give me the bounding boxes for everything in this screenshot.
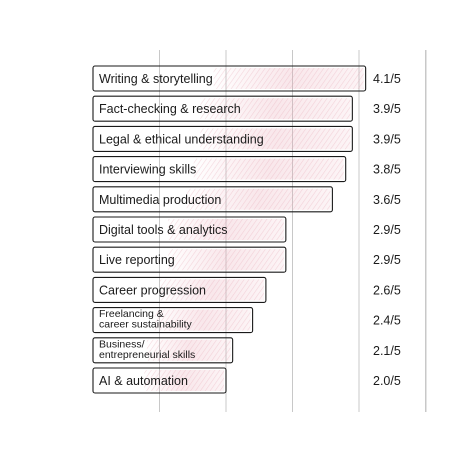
bar bbox=[92, 65, 367, 92]
bar bbox=[92, 307, 254, 334]
bar-accent-glow bbox=[200, 128, 351, 150]
bar-label: Interviewing skills bbox=[99, 163, 196, 177]
bar-accent-glow bbox=[168, 249, 284, 271]
value-label: 2.9/5 bbox=[373, 253, 401, 267]
bar-label: Business/ bbox=[99, 338, 145, 350]
value-label: 4.1/5 bbox=[373, 72, 401, 86]
bar-accent-glow bbox=[144, 370, 224, 391]
bar-label: career sustainability bbox=[99, 319, 193, 331]
bar-row: Fact-checking & research bbox=[92, 95, 353, 122]
bar-accent-glow bbox=[160, 279, 264, 301]
bar-label: Digital tools & analytics bbox=[99, 223, 228, 237]
bar bbox=[92, 156, 347, 183]
bar-row: AI & automation bbox=[92, 367, 227, 394]
value-label: 2.6/5 bbox=[373, 283, 401, 297]
bar bbox=[92, 367, 227, 394]
value-label: 3.9/5 bbox=[373, 102, 401, 116]
bar-row: Career progression bbox=[92, 276, 267, 303]
bar bbox=[92, 125, 353, 152]
bar bbox=[92, 337, 234, 364]
bar bbox=[92, 216, 287, 243]
bar-row: Interviewing skills bbox=[92, 156, 347, 183]
value-label: 3.6/5 bbox=[373, 193, 401, 207]
bar bbox=[92, 95, 353, 122]
bar-accent-glow bbox=[146, 339, 231, 361]
value-label: 3.9/5 bbox=[373, 132, 401, 146]
bar-label: AI & automation bbox=[99, 374, 188, 388]
bar-row: Freelancing &career sustainability bbox=[92, 307, 254, 334]
bar-row: Digital tools & analytics bbox=[92, 216, 287, 243]
bar-accent-glow bbox=[200, 98, 351, 120]
bars: Writing & storytelling Fact-checking & re… bbox=[92, 65, 367, 394]
value-labels: 4.1/5 3.9/5 3.9/5 3.8/5 3.6/5 2.9/5 2.9/5 2.6/5… bbox=[373, 72, 401, 388]
bar-accent-glow bbox=[193, 158, 344, 180]
bar-accent-glow bbox=[213, 68, 364, 89]
bar-row: Legal & ethical understanding bbox=[92, 125, 353, 152]
value-label: 2.9/5 bbox=[373, 223, 401, 237]
bar-label: Multimedia production bbox=[99, 193, 221, 207]
bar-label: Fact-checking & research bbox=[99, 102, 241, 116]
bar bbox=[92, 246, 287, 273]
value-label: 2.4/5 bbox=[373, 314, 401, 328]
value-label: 2.0/5 bbox=[373, 374, 401, 388]
value-label: 2.1/5 bbox=[373, 344, 401, 358]
bar bbox=[92, 186, 333, 213]
bar bbox=[92, 276, 267, 303]
bar-label: Live reporting bbox=[99, 253, 175, 267]
bar-label: Career progression bbox=[99, 283, 206, 297]
bar-label: Writing & storytelling bbox=[99, 72, 213, 86]
bar-accent-glow bbox=[186, 188, 331, 210]
bar-label: Freelancing & bbox=[99, 308, 164, 320]
bar-label: entrepreneurial skills bbox=[99, 349, 195, 361]
bar-row: Business/entrepreneurial skills bbox=[92, 337, 234, 364]
value-label: 3.8/5 bbox=[373, 163, 401, 177]
bar-row: Writing & storytelling bbox=[92, 65, 367, 92]
bar-accent-glow bbox=[154, 309, 251, 331]
bar-accent-glow bbox=[168, 219, 284, 240]
bar-row: Live reporting bbox=[92, 246, 287, 273]
bar-label: Legal & ethical understanding bbox=[99, 132, 264, 146]
bar-row: Multimedia production bbox=[92, 186, 333, 213]
